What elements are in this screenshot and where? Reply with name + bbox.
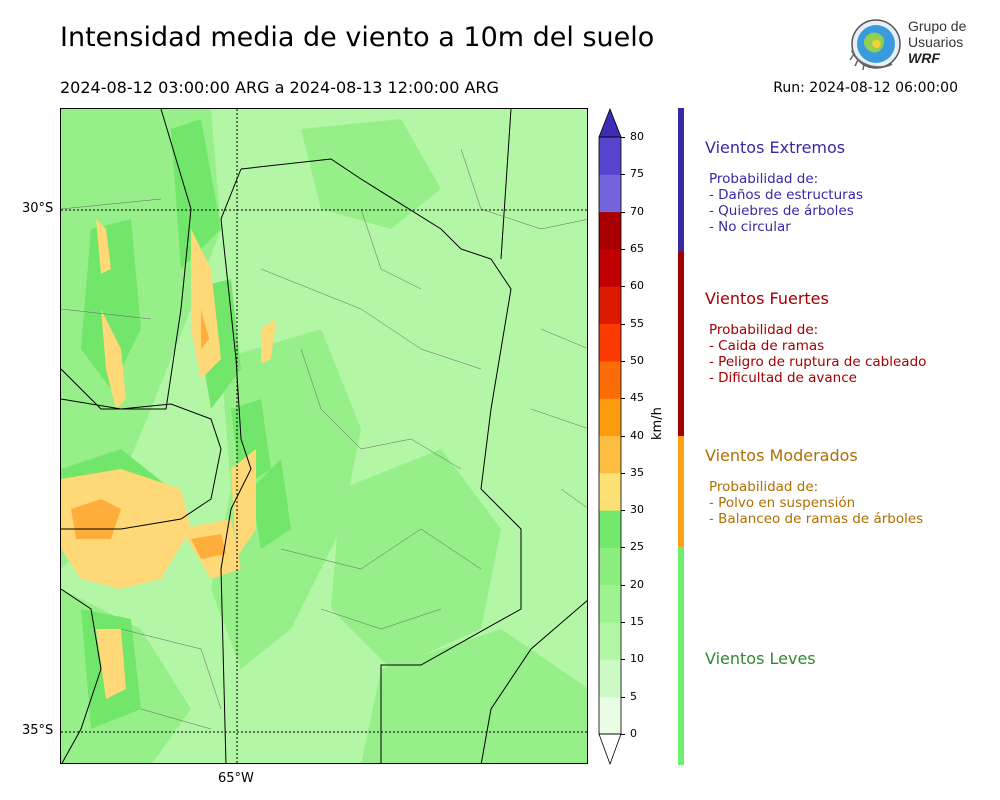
colorbar-unit: km/h bbox=[650, 407, 665, 440]
logo-text-line3: WRF bbox=[908, 50, 940, 66]
colorbar-tick-label: 45 bbox=[630, 391, 644, 405]
colorbar-tick-label: 15 bbox=[630, 615, 644, 629]
colorbar-segment bbox=[599, 174, 621, 213]
colorbar-tick-label: 20 bbox=[630, 577, 644, 591]
colorbar-segment bbox=[599, 323, 621, 362]
colorbar-tick-label: 75 bbox=[630, 167, 644, 181]
colorbar-tick bbox=[621, 659, 625, 661]
colorbar-tick bbox=[621, 248, 625, 250]
logo-text-line2: Usuarios bbox=[908, 34, 964, 50]
colorbar-tick-label: 50 bbox=[630, 353, 644, 367]
run-time: Run: 2024-08-12 06:00:00 bbox=[773, 80, 958, 96]
colorbar-segment bbox=[599, 472, 621, 511]
colorbar-tick bbox=[621, 510, 625, 512]
category-line: - Dificultad de avance bbox=[709, 370, 857, 386]
colorbar-tick-label: 60 bbox=[630, 279, 644, 293]
logo-text-line1: Grupo de bbox=[908, 18, 967, 34]
colorbar-tick bbox=[621, 622, 625, 624]
page-title: Intensidad media de viento a 10m del sue… bbox=[60, 22, 655, 53]
category-line: - Balanceo de ramas de árboles bbox=[709, 511, 924, 527]
category-line: - Caida de ramas bbox=[709, 338, 825, 354]
colorbar-tick-label: 25 bbox=[630, 540, 644, 554]
category-line: - Peligro de ruptura de cableado bbox=[709, 354, 927, 370]
colorbar-tick bbox=[621, 323, 625, 325]
colorbar-tick-label: 80 bbox=[630, 130, 644, 143]
colorbar-segment bbox=[599, 584, 621, 623]
colorbar-tick bbox=[621, 472, 625, 474]
colorbar-segment bbox=[599, 248, 621, 287]
category-title: Vientos Leves bbox=[705, 649, 816, 668]
category-moderate: Vientos Moderados Probabilidad de: - Pol… bbox=[705, 446, 923, 527]
colorbar-tick-label: 40 bbox=[630, 428, 644, 442]
colorbar-segment bbox=[599, 398, 621, 436]
category-title: Vientos Moderados bbox=[705, 446, 858, 465]
lat-label-30s: 30°S bbox=[22, 201, 54, 216]
category-line: - No circular bbox=[709, 219, 791, 235]
grupo-usuarios-wrf-logo: Grupo de Usuarios WRF bbox=[846, 14, 976, 74]
forecast-period: 2024-08-12 03:00:00 ARG a 2024-08-13 12:… bbox=[60, 78, 499, 97]
colorbar-segment bbox=[599, 360, 621, 399]
lat-label-35s: 35°S bbox=[22, 723, 54, 738]
category-strong: Vientos Fuertes Probabilidad de: - Caida… bbox=[705, 289, 926, 386]
wind-map bbox=[60, 108, 588, 764]
colorbar-tick bbox=[621, 435, 625, 437]
category-line: Probabilidad de: bbox=[709, 322, 819, 338]
colorbar-tick bbox=[621, 398, 625, 400]
colorbar-segment bbox=[599, 137, 621, 175]
colorbar-segment bbox=[599, 622, 621, 660]
colorbar-tick-label: 35 bbox=[630, 465, 644, 479]
colorbar-tick-label: 0 bbox=[630, 727, 637, 740]
colorbar-extend-top bbox=[598, 107, 622, 138]
colorbar-svg bbox=[598, 107, 622, 766]
colorbar-tick-label: 55 bbox=[630, 316, 644, 330]
category-bar-extreme bbox=[678, 108, 684, 252]
colorbar-tick-label: 65 bbox=[630, 241, 644, 255]
colorbar-segment bbox=[599, 659, 621, 698]
category-line: Probabilidad de: bbox=[709, 171, 819, 187]
category-bar-light bbox=[678, 547, 684, 765]
colorbar-tick bbox=[621, 696, 625, 698]
colorbar-extend-bottom bbox=[598, 733, 622, 766]
colorbar-tick bbox=[621, 211, 625, 213]
colorbar-segment bbox=[599, 435, 621, 474]
colorbar-tick bbox=[621, 547, 625, 549]
colorbar-segment bbox=[599, 696, 621, 735]
colorbar-segment bbox=[599, 211, 621, 250]
colorbar-tick bbox=[621, 137, 625, 138]
category-bar-moderate bbox=[678, 436, 684, 547]
colorbar-segment bbox=[599, 286, 621, 325]
lon-label-65w: 65°W bbox=[218, 771, 254, 786]
category-bar-strong bbox=[678, 252, 684, 436]
colorbar-tick bbox=[621, 734, 625, 735]
colorbar-tick bbox=[621, 174, 625, 176]
category-extreme: Vientos Extremos Probabilidad de: - Daño… bbox=[705, 138, 863, 235]
category-line: - Daños de estructuras bbox=[709, 187, 864, 203]
category-title: Vientos Fuertes bbox=[705, 289, 829, 308]
category-line: Probabilidad de: bbox=[709, 479, 819, 495]
colorbar-tick-label: 30 bbox=[630, 503, 644, 517]
category-line: - Polvo en suspensión bbox=[709, 495, 856, 511]
colorbar-tick-label: 10 bbox=[630, 652, 644, 666]
colorbar-segment bbox=[599, 547, 621, 586]
colorbar-tick bbox=[621, 286, 625, 288]
colorbar-tick-label: 70 bbox=[630, 204, 644, 218]
colorbar-segment bbox=[599, 510, 621, 548]
wind-field-svg bbox=[61, 109, 587, 763]
category-line: - Quiebres de árboles bbox=[709, 203, 854, 219]
globe-logo-icon bbox=[849, 19, 901, 71]
colorbar-tick bbox=[621, 584, 625, 586]
colorbar-tick-label: 5 bbox=[630, 689, 637, 703]
colorbar bbox=[597, 107, 623, 767]
category-light: Vientos Leves bbox=[705, 649, 816, 668]
colorbar-tick bbox=[621, 360, 625, 362]
category-title: Vientos Extremos bbox=[705, 138, 846, 157]
